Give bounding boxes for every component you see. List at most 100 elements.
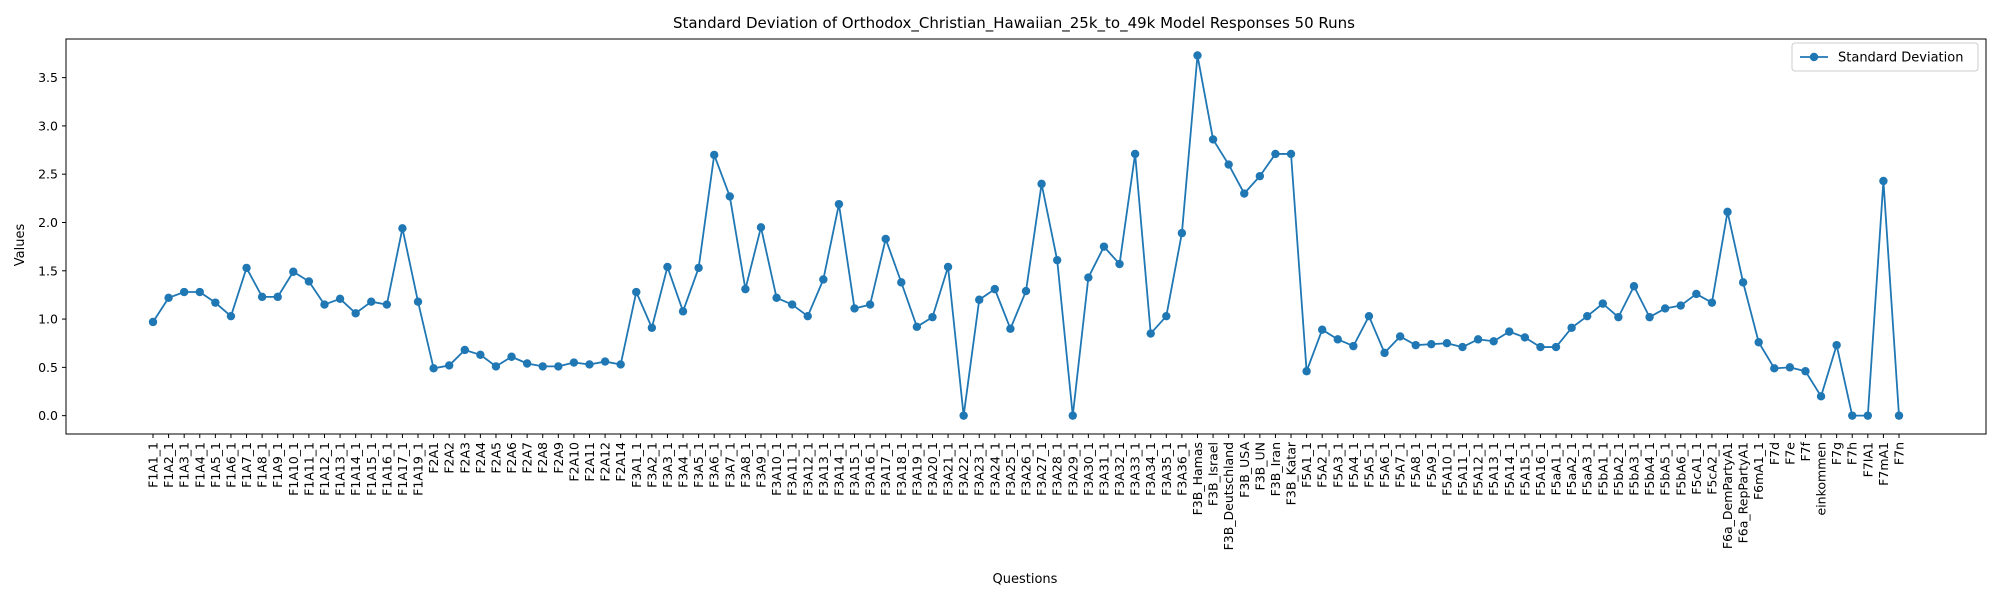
x-tick-label: F3A22_1 — [956, 442, 971, 496]
y-axis-label: Values — [13, 224, 28, 267]
data-point — [242, 263, 251, 273]
x-tick-label: F3A28_1 — [1050, 442, 1065, 496]
x-tick-label: F3B_Iran — [1268, 442, 1283, 496]
x-tick-label: F1A7_1 — [239, 442, 254, 488]
x-tick-label: F5aA2_1 — [1564, 442, 1579, 496]
x-tick-label: F3A4_1 — [676, 442, 691, 488]
data-point — [1489, 337, 1498, 346]
x-tick-label: F2A14 — [613, 442, 628, 482]
x-tick-label: F3A26_1 — [1019, 442, 1034, 496]
x-tick-label: F2A4 — [473, 442, 488, 474]
x-tick-label: F2A7 — [520, 442, 535, 474]
data-point — [772, 293, 781, 303]
data-point — [569, 358, 579, 367]
x-tick-label: F3B_UN — [1252, 442, 1267, 490]
data-point — [1473, 335, 1483, 344]
x-tick-label: F1A2_1 — [161, 442, 176, 488]
x-tick-label: F3A30_1 — [1081, 442, 1096, 496]
data-point — [1333, 335, 1342, 344]
x-tick-label: F2A10 — [566, 442, 581, 482]
x-tick-label: F7e — [1782, 442, 1797, 465]
data-point — [1411, 340, 1420, 350]
x-tick-label: F1A3_1 — [177, 442, 192, 488]
x-tick-label: F5A3_1 — [1330, 442, 1345, 488]
x-tick-label: F3A5_1 — [691, 442, 706, 488]
x-tick-label: F7d — [1767, 442, 1782, 465]
legend-marker-swatch — [1809, 52, 1819, 62]
x-tick-label: F3A33_1 — [1128, 442, 1143, 496]
data-point — [975, 295, 984, 304]
x-tick-label: F3B_Hamas — [1190, 442, 1205, 515]
data-point — [881, 234, 890, 244]
x-tick-label: F3A15_1 — [847, 442, 862, 496]
x-tick-label: F5bA4_1 — [1642, 442, 1657, 496]
data-point — [179, 287, 189, 297]
x-tick-label: F5A5_1 — [1361, 442, 1376, 488]
x-tick-label: F5A9_1 — [1424, 442, 1439, 488]
legend-label: Standard Deviation — [1838, 51, 1963, 66]
data-point — [865, 300, 875, 309]
data-point — [164, 293, 173, 303]
data-point — [476, 350, 485, 360]
x-tick-label: F2A9 — [551, 442, 566, 474]
data-point — [1598, 299, 1608, 308]
data-point — [1707, 298, 1717, 307]
axis-ticks: 0.0 0.5 1.0 1.5 2.0 2.5 3.0 3.5 F1A1_1 F1A2_1 F1A3… — [38, 70, 1906, 550]
data-point — [1660, 304, 1670, 313]
y-tick-label: 2.5 — [38, 167, 58, 182]
data-point — [850, 304, 859, 313]
data-point — [1676, 301, 1685, 310]
x-tick-label: F3B_USA — [1237, 442, 1252, 498]
data-point — [289, 267, 298, 276]
x-tick-label: F1A13_1 — [333, 442, 348, 496]
data-point — [990, 284, 1000, 294]
x-tick-label: F3A31_1 — [1096, 442, 1111, 496]
y-tick-label: 1.5 — [38, 263, 58, 278]
series-line — [152, 54, 1900, 417]
x-tick-label: F3A2_1 — [644, 442, 659, 488]
data-point — [803, 311, 812, 321]
data-point — [195, 287, 204, 297]
data-point — [351, 309, 360, 318]
x-tick-label: F1A16_1 — [379, 442, 394, 496]
data-point — [1177, 228, 1187, 238]
x-tick-label: F7f — [1798, 441, 1813, 461]
data-point — [1240, 189, 1249, 198]
data-point — [1629, 282, 1639, 291]
data-point — [600, 357, 610, 366]
x-tick-label: F6a_DemPartyA1 — [1720, 442, 1735, 549]
x-tick-label: F2A3 — [457, 442, 472, 474]
x-tick-label: F5A14_1 — [1502, 442, 1517, 496]
x-tick-label: F5A6_1 — [1377, 442, 1392, 488]
data-point — [211, 298, 220, 307]
x-tick-label: F3A13_1 — [816, 442, 831, 496]
y-tick-label: 0.0 — [38, 408, 58, 423]
x-tick-label: F6a_RepPartyA1 — [1736, 442, 1751, 543]
x-tick-label: F5A10_1 — [1439, 442, 1454, 496]
data-point — [444, 361, 454, 370]
x-tick-label: F3A7_1 — [722, 442, 737, 488]
x-tick-label: F5A1_1 — [1299, 442, 1314, 488]
data-point — [647, 323, 657, 332]
x-tick-label: F5bA2_1 — [1611, 442, 1626, 496]
data-point — [335, 294, 345, 303]
x-tick-label: F1A9_1 — [270, 442, 285, 488]
x-tick-label: F5A13_1 — [1486, 442, 1501, 496]
data-point — [1785, 363, 1795, 372]
plot-area-frame — [65, 38, 1987, 435]
data-point — [1115, 259, 1124, 269]
x-tick-label: F3A18_1 — [894, 442, 909, 496]
x-tick-label: F3A32_1 — [1112, 442, 1127, 496]
data-point — [1349, 341, 1358, 351]
data-point — [1738, 278, 1748, 287]
x-axis-label: Questions — [993, 572, 1058, 587]
y-tick-label: 2.0 — [38, 215, 58, 230]
data-point — [663, 262, 672, 272]
x-tick-label: F3A8_1 — [738, 442, 753, 488]
x-tick-label: F5A4_1 — [1346, 442, 1361, 488]
data-point — [1302, 367, 1311, 376]
x-tick-label: F5A16_1 — [1533, 442, 1548, 496]
x-tick-label: F6mA1_1 — [1751, 442, 1766, 500]
data-point — [304, 277, 314, 286]
